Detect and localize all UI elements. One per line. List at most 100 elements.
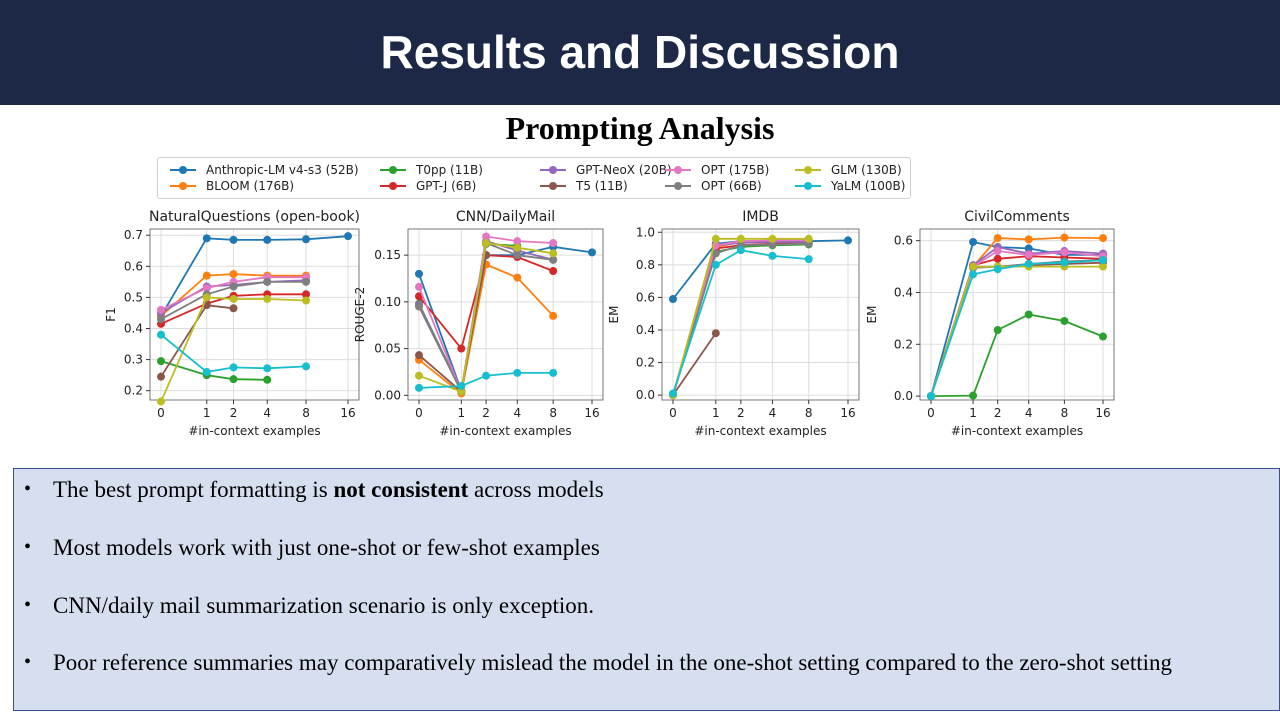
chart-plot bbox=[146, 228, 360, 406]
x-tick-label: 4 bbox=[769, 406, 777, 420]
y-tick-label: 0.10 bbox=[374, 295, 401, 309]
data-point bbox=[157, 357, 165, 366]
data-point bbox=[993, 265, 1002, 274]
bullet-text: Most models work with just one-shot or f… bbox=[53, 535, 600, 560]
data-point bbox=[549, 255, 558, 264]
legend-label: BLOOM (176B) bbox=[206, 179, 295, 193]
bullet-text: The best prompt formatting is not consis… bbox=[53, 475, 1280, 504]
x-tick-label: 8 bbox=[805, 406, 813, 420]
y-tick-label: 0.8 bbox=[636, 258, 655, 272]
slide-title: Results and Discussion bbox=[380, 26, 900, 78]
data-point bbox=[804, 234, 813, 243]
x-tick-label: 0 bbox=[157, 406, 165, 420]
x-tick-label: 16 bbox=[340, 406, 355, 420]
series-line bbox=[930, 240, 1103, 397]
bullet-text-post: across models bbox=[468, 477, 604, 502]
x-axis-label: #in-context examples bbox=[951, 424, 1083, 438]
bullet-dot: • bbox=[24, 478, 32, 500]
data-point bbox=[588, 248, 596, 257]
data-point bbox=[415, 371, 423, 380]
data-point bbox=[302, 362, 311, 371]
data-point bbox=[513, 273, 522, 282]
plot-frame bbox=[919, 228, 1115, 401]
data-point bbox=[804, 255, 813, 264]
bullet-text-pre: The best prompt formatting is bbox=[53, 477, 334, 502]
x-tick-label: 4 bbox=[513, 406, 521, 420]
legend-swatch bbox=[380, 166, 406, 174]
bullet-dot: • bbox=[24, 651, 32, 673]
series-9 bbox=[157, 293, 311, 406]
y-tick-label: 0.0 bbox=[894, 389, 913, 403]
data-point bbox=[157, 315, 165, 324]
x-tick-label: 2 bbox=[737, 406, 745, 420]
x-axis-label: #in-context examples bbox=[694, 424, 826, 438]
x-axis-label: #in-context examples bbox=[439, 424, 571, 438]
data-point bbox=[669, 295, 677, 304]
plot-area bbox=[150, 229, 359, 400]
series-10 bbox=[669, 246, 813, 398]
x-tick-label: 8 bbox=[549, 406, 557, 420]
data-point bbox=[415, 292, 423, 301]
legend-swatch bbox=[795, 182, 821, 190]
y-axis-label: ROUGE-2 bbox=[353, 287, 367, 342]
y-tick-label: 0.2 bbox=[124, 384, 143, 398]
data-point bbox=[768, 240, 777, 249]
plot-frame bbox=[149, 228, 360, 401]
x-tick-label: 16 bbox=[1095, 406, 1110, 420]
data-point bbox=[711, 329, 720, 338]
data-point bbox=[1060, 258, 1069, 267]
data-point bbox=[229, 270, 238, 279]
data-point bbox=[1099, 234, 1107, 243]
y-tick-label: 0.3 bbox=[124, 353, 143, 367]
legend-label: GLM (130B) bbox=[831, 163, 902, 177]
x-tick-label: 2 bbox=[230, 406, 238, 420]
data-point bbox=[302, 277, 311, 286]
legend-swatch bbox=[665, 166, 691, 174]
y-tick-label: 0.05 bbox=[374, 342, 401, 356]
data-point bbox=[969, 391, 978, 400]
bullet-text: Poor reference summaries may comparative… bbox=[53, 650, 1172, 675]
x-tick-label: 0 bbox=[927, 406, 935, 420]
data-point bbox=[993, 247, 1002, 256]
series-line bbox=[672, 332, 717, 396]
data-point bbox=[768, 251, 777, 260]
legend-label: OPT (66B) bbox=[701, 179, 762, 193]
data-point bbox=[513, 251, 522, 260]
data-point bbox=[157, 330, 165, 339]
data-point bbox=[549, 239, 558, 248]
data-point bbox=[415, 282, 423, 291]
data-point bbox=[993, 234, 1002, 243]
data-point bbox=[457, 344, 466, 353]
series-10 bbox=[157, 330, 311, 377]
data-point bbox=[202, 293, 211, 302]
data-point bbox=[711, 249, 720, 258]
x-tick-label: 16 bbox=[584, 406, 599, 420]
data-point bbox=[1024, 235, 1033, 244]
y-tick-label: 0.0 bbox=[636, 388, 655, 402]
legend-label: Anthropic-LM v4-s3 (52B) bbox=[206, 163, 359, 177]
data-point bbox=[993, 254, 1002, 263]
bullet-list: • The best prompt formatting is not cons… bbox=[13, 468, 1280, 711]
x-tick-label: 1 bbox=[203, 406, 211, 420]
x-tick-label: 16 bbox=[840, 406, 855, 420]
data-point bbox=[844, 236, 852, 245]
y-tick-label: 0.00 bbox=[374, 388, 401, 402]
legend-label: GPT-NeoX (20B) bbox=[576, 163, 672, 177]
y-tick-label: 0.2 bbox=[894, 337, 913, 351]
data-point bbox=[302, 290, 311, 299]
x-tick-label: 2 bbox=[482, 406, 490, 420]
legend-swatch bbox=[665, 182, 691, 190]
data-point bbox=[263, 375, 272, 384]
x-tick-label: 4 bbox=[1025, 406, 1033, 420]
data-point bbox=[993, 326, 1002, 335]
title-bar bbox=[0, 0, 1280, 105]
y-tick-label: 0.5 bbox=[124, 290, 143, 304]
data-point bbox=[482, 232, 491, 241]
data-point bbox=[202, 368, 211, 377]
charts-panel: 0 1 2 4 8 16 0.2 0.3 0.4 0.5 0.6 0.7 NaturalQuestion… bbox=[104, 209, 1115, 438]
data-point bbox=[344, 232, 352, 241]
data-point bbox=[229, 304, 238, 313]
x-tick-label: 0 bbox=[415, 406, 423, 420]
y-tick-label: 0.15 bbox=[374, 248, 401, 262]
legend-swatch bbox=[170, 166, 196, 174]
